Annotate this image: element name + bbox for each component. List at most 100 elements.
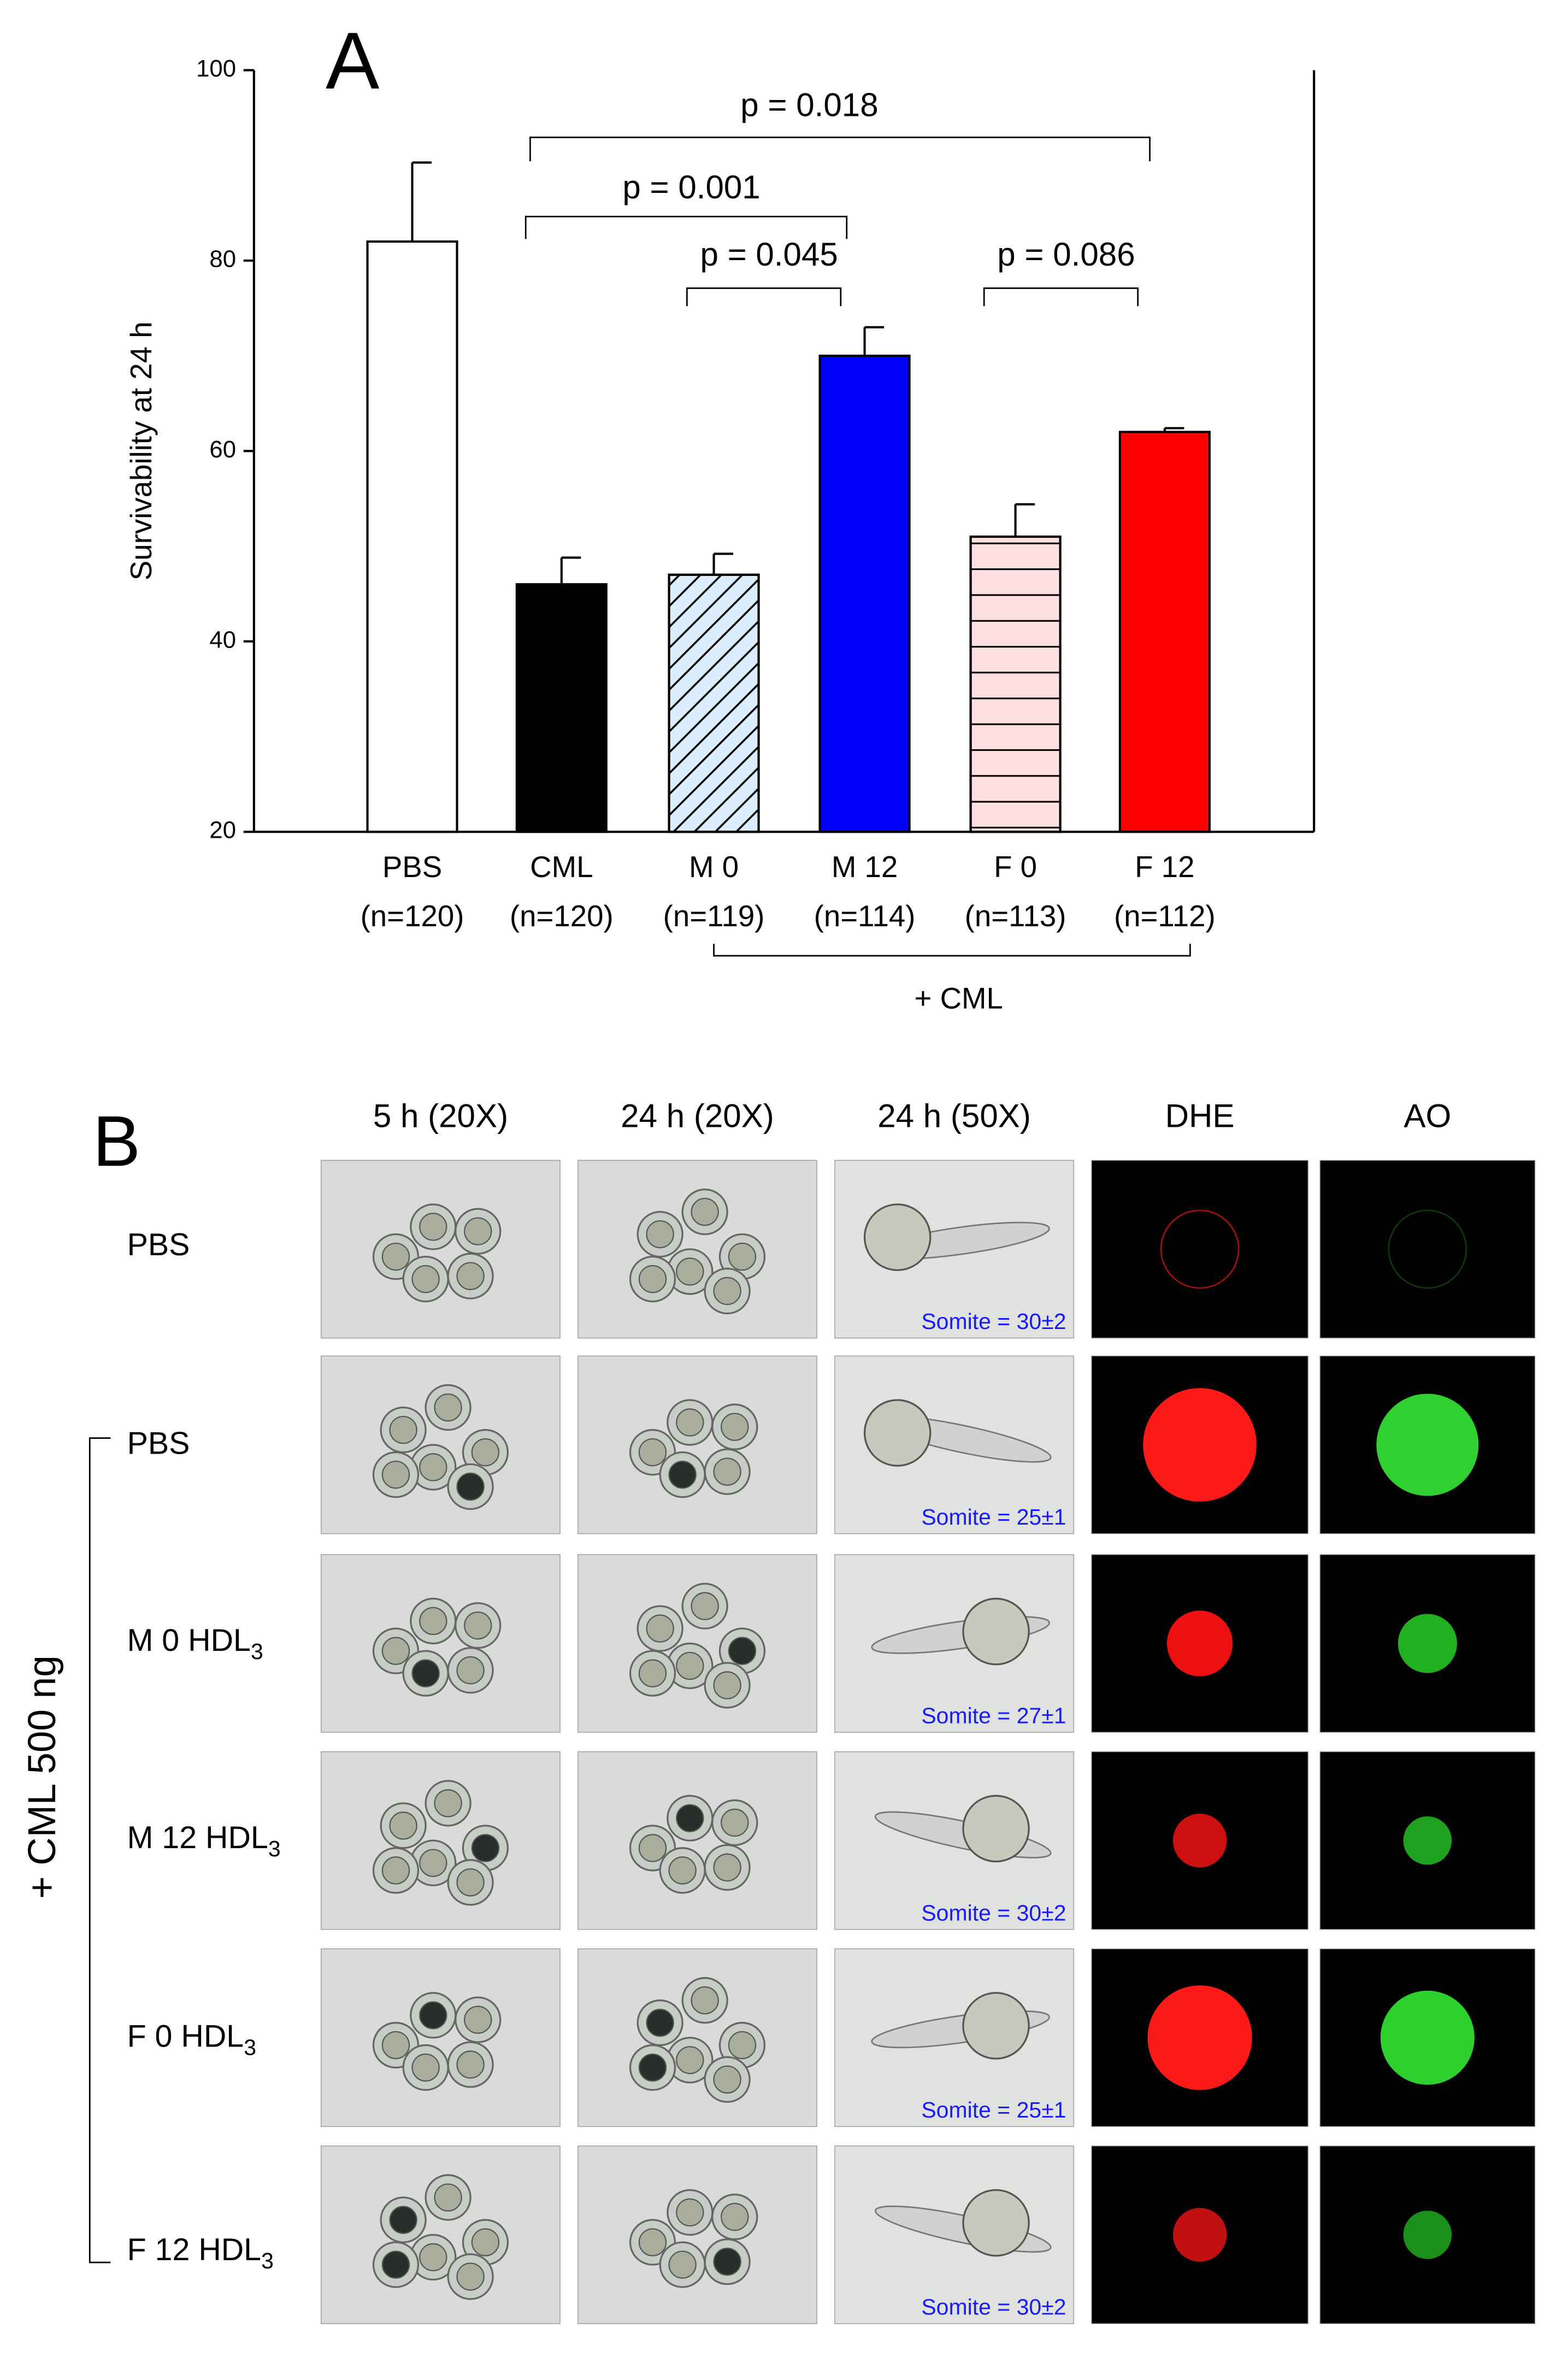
yolk: [456, 1262, 485, 1290]
stain: [1403, 1816, 1452, 1865]
yolk: [676, 2198, 704, 2227]
somite-label: Somite = 30±2: [921, 2295, 1066, 2320]
yolk: [713, 1277, 741, 1306]
stain: [1172, 2208, 1227, 2262]
micrograph: [321, 1355, 561, 1534]
side-label: + CML 500 ng: [21, 1655, 64, 1899]
column-header: 24 h (20X): [621, 1098, 774, 1134]
yolk: [713, 1671, 741, 1700]
yolk: [668, 1856, 697, 1885]
yolk: [728, 2031, 757, 2060]
x-tick-sublabel: (n=114): [814, 899, 916, 933]
yolk: [464, 2006, 492, 2034]
row-label: PBS: [127, 1227, 190, 1262]
stain: [1172, 1813, 1227, 1868]
comparison-label: p = 0.045: [700, 236, 838, 273]
yolk: [434, 1393, 462, 1422]
bar-hatch: [668, 573, 760, 833]
row-label-subscript: 3: [261, 2248, 274, 2273]
yolk: [691, 1197, 719, 1226]
yolk: [381, 1460, 410, 1489]
y-tick-label: 40: [209, 626, 236, 653]
yolk: [721, 2203, 749, 2231]
yolk: [638, 1659, 667, 1687]
stain: [1403, 2210, 1452, 2259]
micrograph: [577, 2145, 817, 2324]
yolk: [638, 1834, 667, 1862]
row-label-text: M 12 HDL: [127, 1820, 268, 1855]
somite-label: Somite = 27±1: [921, 1703, 1066, 1728]
row-label-text: F 0 HDL: [127, 2019, 244, 2054]
x-tick-label: CML: [530, 850, 593, 884]
yolk: [638, 1438, 667, 1467]
yolk: [381, 2250, 410, 2279]
embryo-yolk: [962, 1992, 1030, 2060]
yolk: [646, 1220, 674, 1249]
column-header: AO: [1404, 1098, 1451, 1134]
stain: [1398, 1614, 1457, 1673]
yolk: [419, 1607, 447, 1636]
yolk: [456, 2262, 485, 2291]
comparison-label: p = 0.018: [740, 87, 878, 124]
y-tick-label: 60: [209, 436, 236, 463]
embryo-yolk: [962, 1795, 1030, 1863]
somite-label: Somite = 25±1: [921, 1504, 1066, 1530]
yolk: [464, 1611, 492, 1640]
micrograph: [1091, 1160, 1308, 1339]
yolk: [713, 1457, 741, 1486]
y-tick-label: 100: [196, 55, 236, 82]
embryo-yolk: [962, 2189, 1030, 2257]
x-tick-label: PBS: [382, 850, 442, 884]
yolk: [691, 1592, 719, 1620]
micrograph: [321, 1948, 561, 2127]
yolk: [668, 1460, 697, 1489]
micrograph: [577, 1554, 817, 1733]
yolk: [713, 2248, 741, 2276]
yolk: [646, 2008, 674, 2037]
embryo-yolk: [863, 1203, 932, 1271]
yolk: [713, 1853, 741, 1882]
yolk: [411, 1265, 440, 1293]
row-label-subscript: 3: [268, 1836, 281, 1861]
x-tick-sublabel: (n=120): [361, 899, 464, 933]
row-label-text: M 0 HDL: [127, 1623, 251, 1658]
bar: [366, 240, 458, 833]
y-tick-label: 80: [209, 245, 236, 272]
yolk: [434, 2183, 462, 2212]
micrograph: [577, 1160, 817, 1339]
yolk: [676, 1408, 704, 1437]
yolk: [419, 1849, 447, 1877]
yolk: [411, 2053, 440, 2082]
group-bracket: [713, 944, 1191, 957]
row-label: F 12 HDL3: [127, 2232, 274, 2273]
micrograph: [577, 1948, 817, 2127]
stain: [1147, 1985, 1252, 2090]
yolk: [419, 2001, 447, 2030]
yolk: [419, 1213, 447, 1241]
comparison-label: p = 0.001: [622, 169, 760, 205]
yolk: [721, 1808, 749, 1837]
stain-ring: [1388, 1209, 1467, 1289]
yolk: [676, 1257, 704, 1286]
column-header: 5 h (20X): [373, 1098, 508, 1134]
row-group-bracket: [89, 1437, 111, 2263]
column-header: 24 h (50X): [877, 1098, 1031, 1134]
row-label: F 0 HDL3: [127, 2019, 256, 2060]
micrograph: [321, 1751, 561, 1930]
stain: [1380, 1990, 1475, 2085]
yolk: [638, 1265, 667, 1293]
micrograph: [1319, 1160, 1536, 1339]
yolk: [389, 1812, 417, 1840]
yolk: [638, 2053, 667, 2082]
yolk: [471, 1438, 500, 1467]
yolk: [456, 1656, 485, 1685]
yolk: [668, 2250, 697, 2279]
x-tick-sublabel: (n=112): [1114, 899, 1216, 933]
yolk: [419, 1453, 447, 1481]
somite-label: Somite = 30±2: [921, 1309, 1066, 1334]
yolk: [381, 1856, 410, 1885]
yolk: [381, 2031, 410, 2060]
embryo-yolk: [863, 1399, 932, 1467]
group-label: + CML: [915, 981, 1003, 1015]
